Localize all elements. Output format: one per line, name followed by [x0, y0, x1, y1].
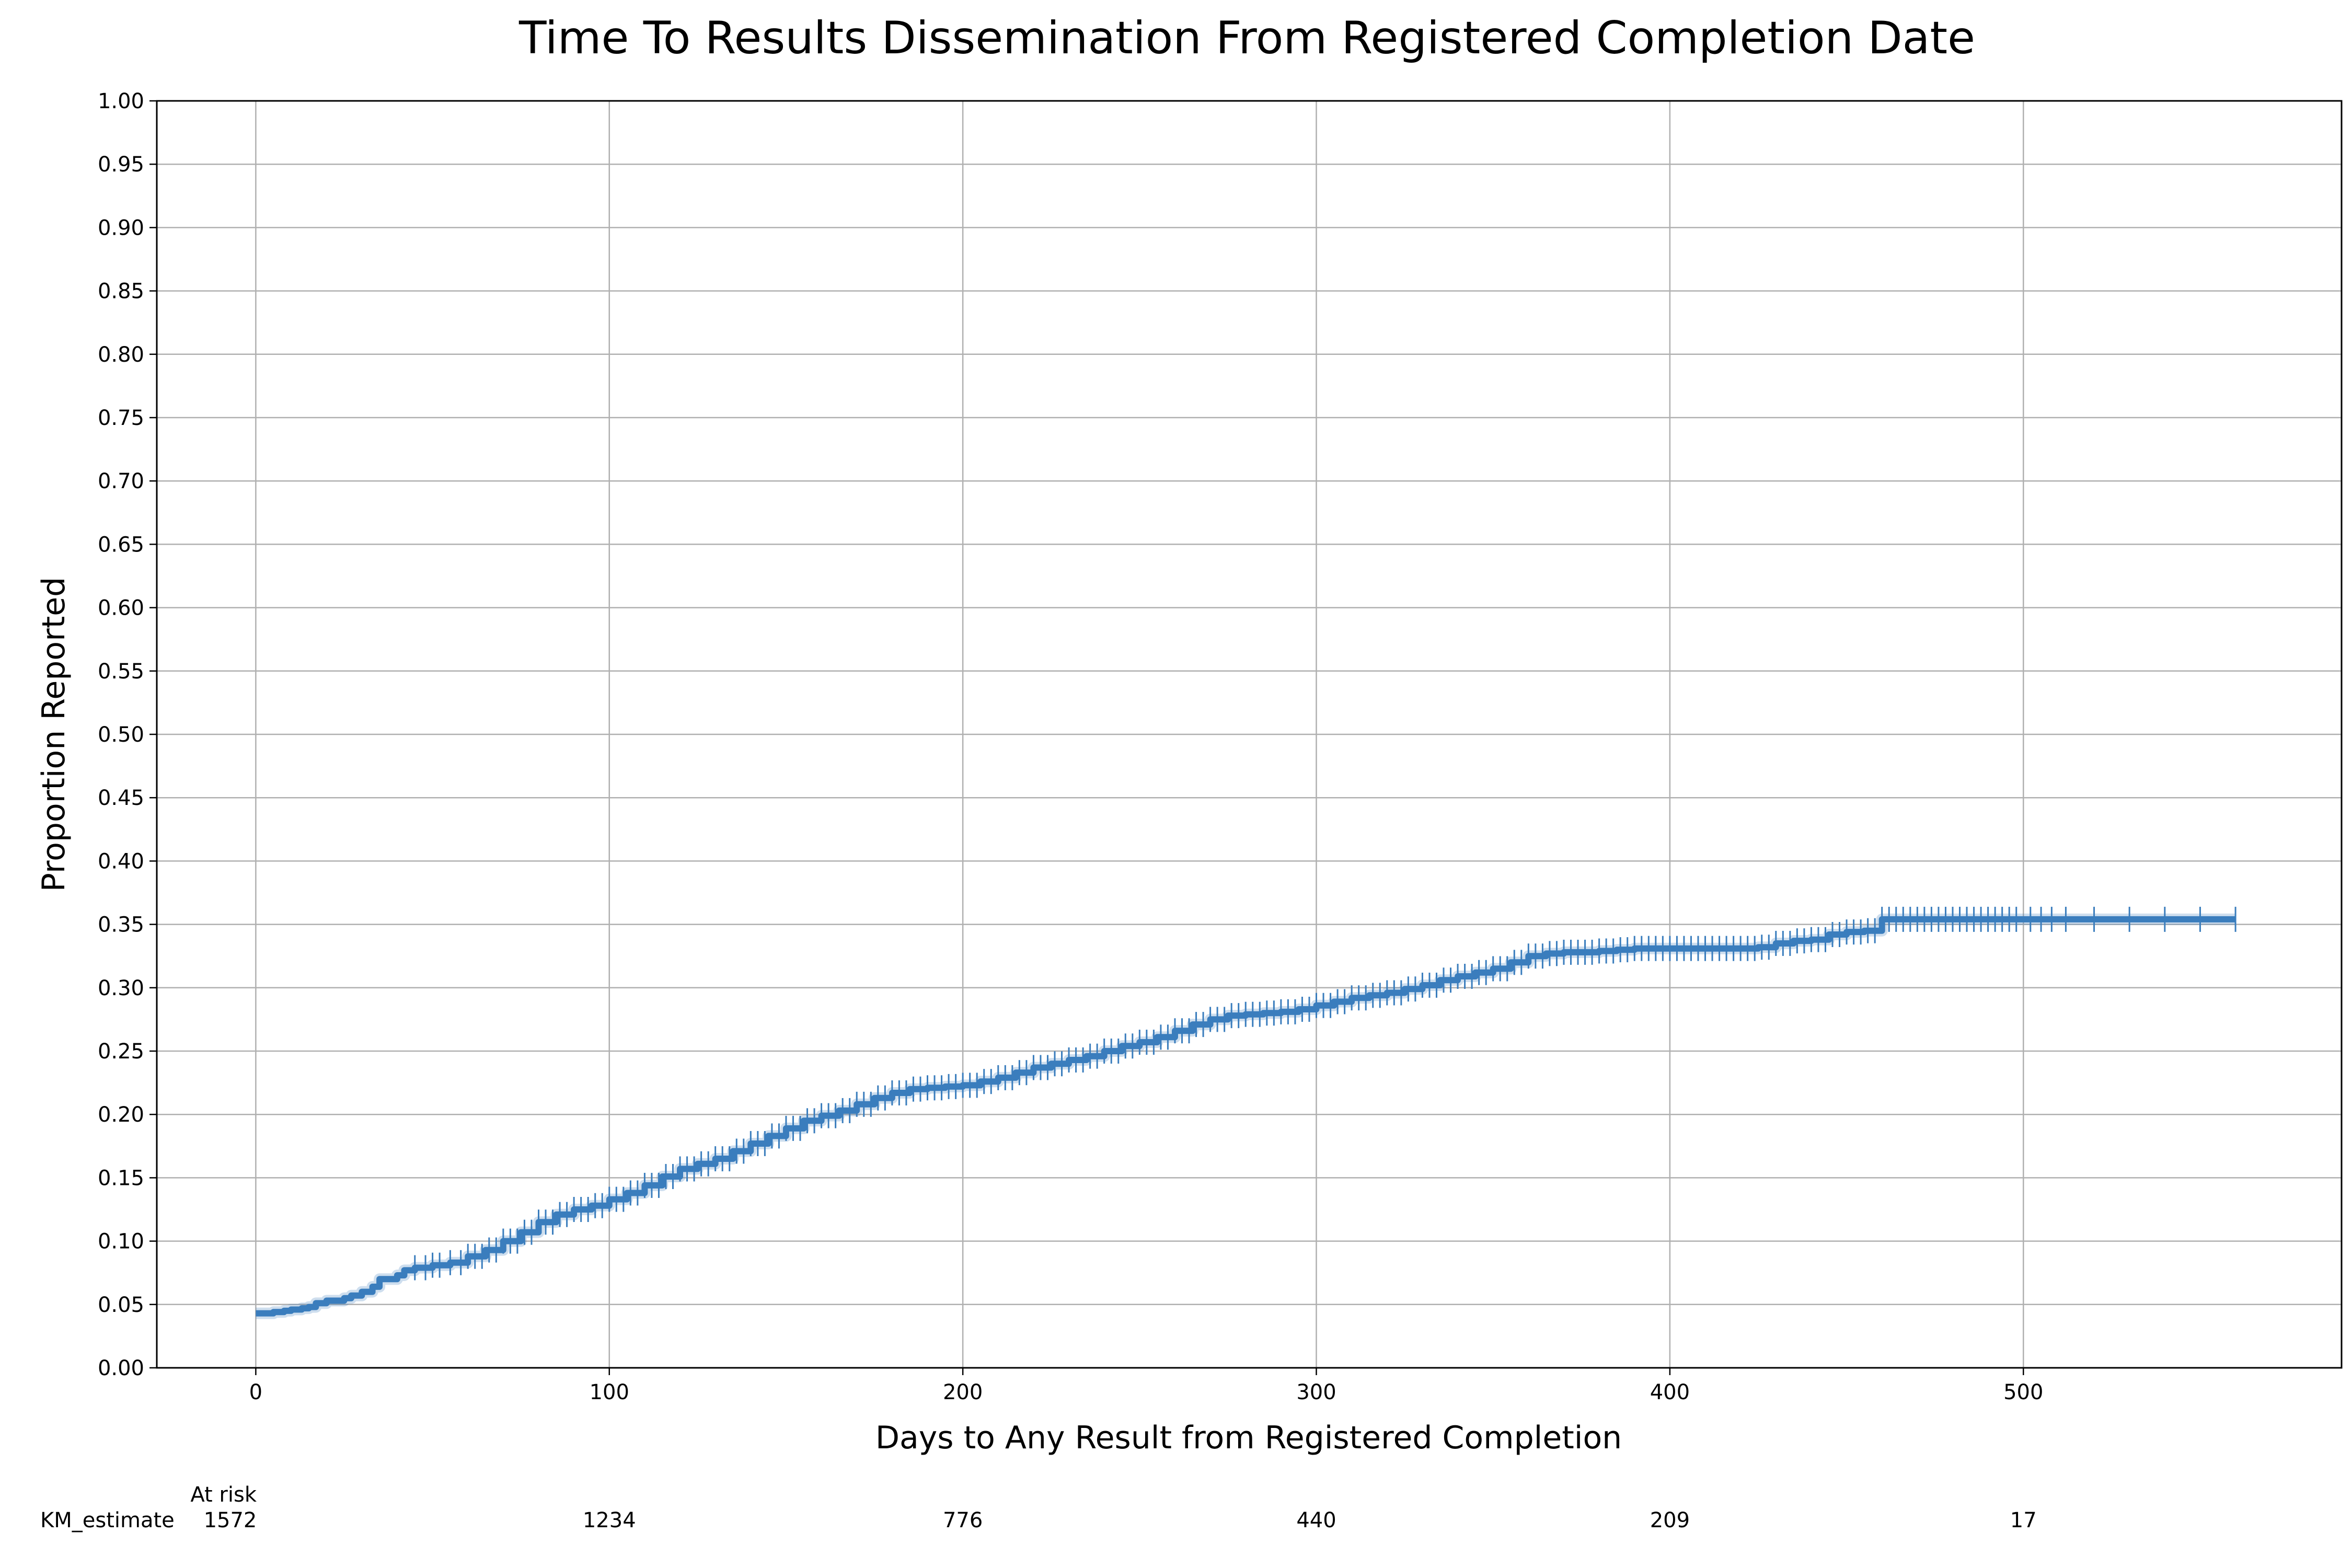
y-tick-label: 0.30 — [98, 976, 144, 1000]
x-tick-label: 0 — [249, 1380, 262, 1404]
at-risk-table: At risk KM_estimate 1572 1234 776 440 209 17 — [40, 1483, 2037, 1532]
x-tick-label: 400 — [1650, 1380, 1690, 1404]
at-risk-value: 17 — [2010, 1508, 2037, 1532]
y-axis-label: Proportion Reported — [36, 577, 72, 892]
x-tick-label: 100 — [590, 1380, 629, 1404]
y-tick-label: 0.85 — [98, 280, 144, 304]
series-group — [256, 906, 2236, 1319]
y-tick-label: 0.75 — [98, 406, 144, 430]
at-risk-value: 1234 — [583, 1508, 636, 1532]
y-tick-label: 0.80 — [98, 343, 144, 367]
y-tick-label: 0.25 — [98, 1040, 144, 1064]
y-tick-label: 0.90 — [98, 216, 144, 240]
y-tick-label: 0.20 — [98, 1103, 144, 1127]
x-tick-label: 300 — [1296, 1380, 1336, 1404]
x-axis-label: Days to Any Result from Registered Compl… — [875, 1420, 1622, 1456]
y-tick-label: 0.95 — [98, 153, 144, 177]
y-tick-label: 0.00 — [98, 1356, 144, 1380]
y-tick-label: 0.35 — [98, 913, 144, 937]
y-tick-label: 0.60 — [98, 596, 144, 620]
at-risk-value: 209 — [1650, 1508, 1690, 1532]
y-tick-label: 0.55 — [98, 660, 144, 684]
y-tick-label: 0.40 — [98, 849, 144, 873]
y-tick-label: 0.10 — [98, 1230, 144, 1254]
y-tick-label: 0.15 — [98, 1166, 144, 1190]
plot-area-frame — [156, 100, 2343, 1369]
at-risk-header: At risk — [190, 1483, 257, 1507]
y-axis-ticks: 0.00 0.05 0.10 0.15 0.20 0.25 0.30 0.35 0.40 0.45… — [98, 89, 157, 1380]
at-risk-value: 776 — [943, 1508, 983, 1532]
chart-title: Time To Results Dissemination From Regis… — [518, 12, 1975, 64]
y-tick-label: 0.05 — [98, 1293, 144, 1317]
x-tick-label: 500 — [2003, 1380, 2043, 1404]
grid — [157, 100, 2342, 1369]
x-tick-label: 200 — [943, 1380, 983, 1404]
y-tick-label: 0.70 — [98, 469, 144, 493]
y-tick-label: 1.00 — [98, 89, 144, 113]
x-axis-ticks: 0 100 200 300 400 500 — [249, 1368, 2043, 1404]
at-risk-row-label: KM_estimate — [40, 1508, 175, 1532]
y-tick-label: 0.50 — [98, 723, 144, 747]
at-risk-value: 440 — [1296, 1508, 1336, 1532]
km-curve — [256, 916, 2236, 1317]
y-tick-label: 0.45 — [98, 786, 144, 810]
at-risk-values: 1572 1234 776 440 209 17 — [204, 1508, 2037, 1532]
at-risk-value: 1572 — [204, 1508, 257, 1532]
y-tick-label: 0.65 — [98, 533, 144, 557]
